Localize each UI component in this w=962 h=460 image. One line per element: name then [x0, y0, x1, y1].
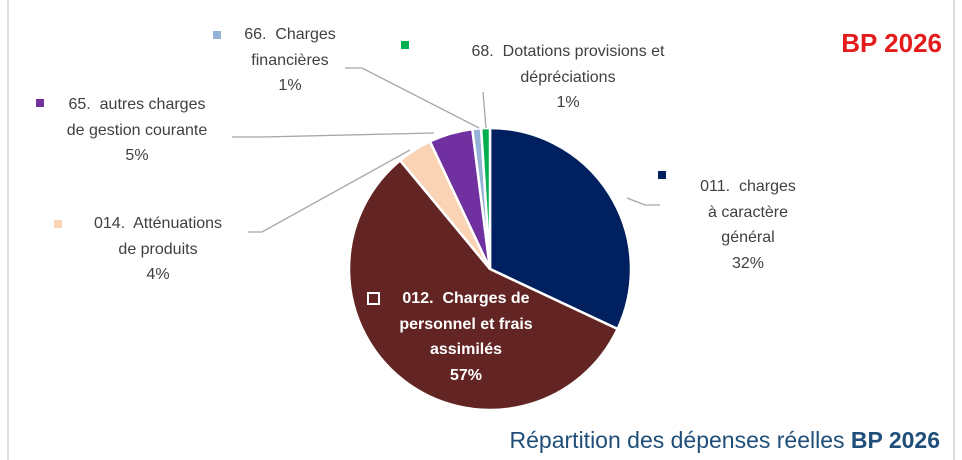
value-label: 1% [556, 94, 580, 111]
legend-marker [658, 171, 666, 179]
legend-marker [367, 292, 380, 305]
data-label: 65. autres charges de gestion courante 5% [67, 92, 208, 169]
legend-marker [54, 220, 62, 228]
value-label: 5% [125, 147, 149, 164]
category-label: 68. Dotations provisions et dépréciation… [471, 43, 665, 86]
category-label: 65. autres charges de gestion courante [66, 96, 208, 139]
leader-line [626, 197, 660, 206]
leader-line [248, 149, 411, 233]
chart-border [7, 0, 955, 460]
leader-line [232, 132, 435, 138]
value-label: 1% [278, 77, 302, 94]
data-label: 68. Dotations provisions et dépréciation… [472, 39, 665, 116]
legend-marker [213, 31, 221, 39]
caption: Répartition des dépenses réelles BP 2026 [510, 427, 940, 454]
leader-line [482, 91, 487, 129]
legend-marker [401, 41, 409, 49]
pie-slice [347, 158, 620, 412]
category-label: 012. Charges de personnel et frais assim… [399, 290, 533, 358]
chart-title: BP 2026 [841, 28, 942, 58]
leader-line [345, 67, 480, 129]
caption-text: Répartition des dépenses réelles [509, 427, 845, 453]
category-label: 011. charges à caractère général [700, 178, 796, 246]
value-label: 4% [146, 266, 170, 283]
category-label: 014. Atténuations de produits [93, 215, 223, 258]
value-label: 57% [449, 366, 483, 384]
caption-bold: BP 2026 [850, 427, 940, 453]
category-label: 66. Charges financières [244, 26, 336, 69]
data-label: 66. Charges financières 1% [244, 22, 336, 99]
value-label: 32% [731, 254, 765, 272]
pie-slice [479, 126, 492, 270]
data-label: 014. Atténuations de produits 4% [94, 211, 222, 288]
data-label: 012. Charges de personnel et frais assim… [399, 286, 532, 388]
pie-slice [488, 126, 633, 331]
data-label: 011. charges à caractère général 32% [700, 174, 796, 276]
legend-marker [36, 99, 44, 107]
